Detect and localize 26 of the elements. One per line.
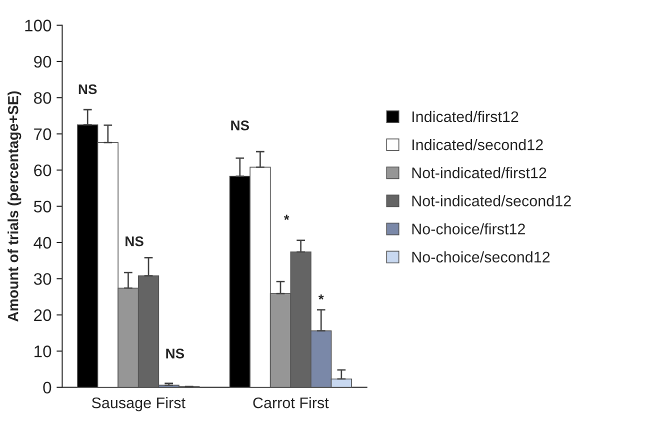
y-tick-label: 30 <box>34 273 52 285</box>
y-tick-label: 60 <box>34 164 52 176</box>
annotation: NS <box>126 236 144 246</box>
x-tick-label: Sausage First <box>92 397 186 412</box>
x-tick-label: Carrot First <box>253 397 329 408</box>
legend-label: Indicated/second12 <box>412 138 543 150</box>
y-tick-label: 40 <box>34 236 52 249</box>
legend-label: Not-indicated/first12 <box>412 167 546 178</box>
y-tick-label: 100 <box>25 20 52 32</box>
legend-label: No-choice/second12 <box>412 251 550 263</box>
y-tick-label: 20 <box>34 309 52 322</box>
annotation: * <box>284 214 290 220</box>
annotation: * <box>318 294 324 300</box>
y-tick-label: 80 <box>34 92 52 104</box>
annotation: NS <box>166 348 184 358</box>
legend-label: No-choice/first12 <box>412 223 525 234</box>
legend-label: Not-indicated/second12 <box>412 195 571 206</box>
y-tick-label: 90 <box>34 56 52 68</box>
annotation: NS <box>231 120 249 130</box>
y-tick-label: 0 <box>43 382 52 394</box>
annotation: NS <box>78 84 97 94</box>
y-tick-label: 50 <box>34 200 52 212</box>
y-axis-title: Amount of trials (percentage+SE) <box>8 91 22 322</box>
y-tick-label: 10 <box>34 346 52 358</box>
y-tick-label: 70 <box>34 128 52 140</box>
legend-label: Indicated/first12 <box>412 110 518 122</box>
